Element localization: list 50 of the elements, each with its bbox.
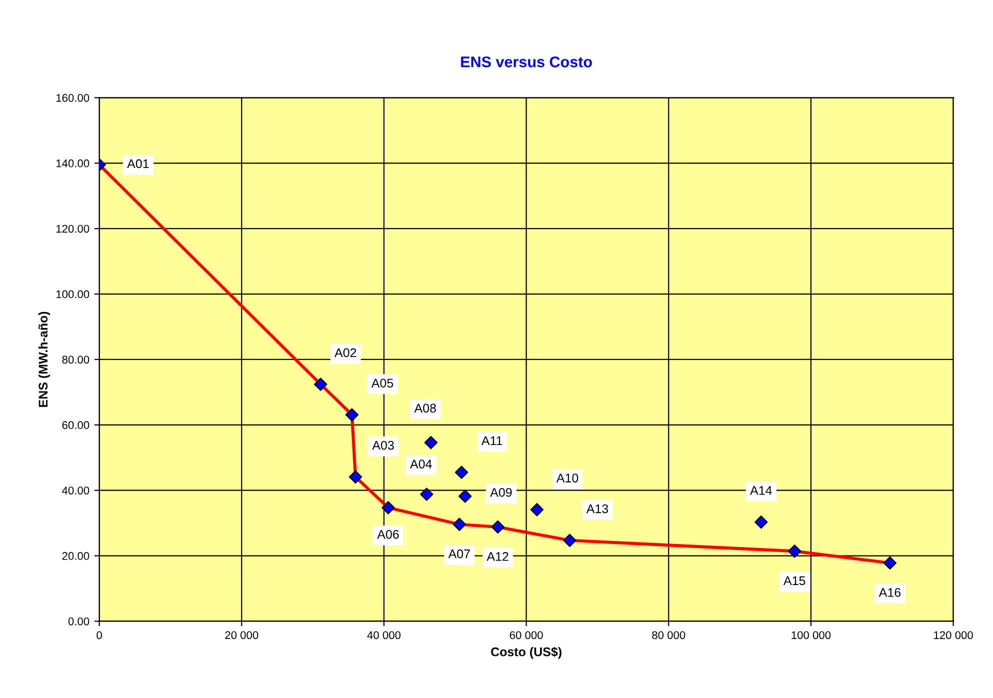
y-tick-label: 60.00 bbox=[62, 421, 90, 430]
point bbox=[314, 378, 328, 391]
point bbox=[424, 436, 438, 450]
point bbox=[754, 515, 768, 529]
point bbox=[348, 470, 362, 484]
x-tick-label: 20 000 bbox=[225, 631, 258, 640]
point bbox=[788, 544, 802, 558]
x-tick-label: 0 bbox=[96, 631, 102, 640]
data-label: A04 bbox=[410, 460, 432, 468]
y-tick-label: 100.00 bbox=[56, 290, 90, 298]
point bbox=[454, 466, 468, 479]
y-tick-label: 20.00 bbox=[62, 552, 90, 560]
data-label: A16 bbox=[878, 588, 901, 597]
data-label: A10 bbox=[556, 474, 578, 482]
point bbox=[491, 520, 504, 534]
data-label: A13 bbox=[586, 504, 608, 514]
data-label: A03 bbox=[372, 440, 394, 450]
point bbox=[452, 518, 466, 531]
data-label: A05 bbox=[371, 378, 394, 388]
point bbox=[563, 534, 576, 548]
point bbox=[382, 501, 395, 514]
data-label: A07 bbox=[448, 549, 470, 558]
y-tick-label: 140.00 bbox=[56, 159, 90, 168]
data-label: A15 bbox=[783, 576, 806, 586]
point bbox=[420, 488, 434, 501]
data-label: A08 bbox=[414, 404, 436, 413]
point bbox=[345, 408, 359, 422]
x-tick-label: 80 000 bbox=[652, 631, 686, 640]
chart-title: ENS versus Costo bbox=[461, 56, 592, 68]
x-axis-title: Costo (US$) bbox=[491, 646, 562, 659]
data-label: A11 bbox=[481, 436, 502, 446]
point bbox=[883, 556, 897, 570]
data-label: A01 bbox=[127, 159, 149, 168]
y-tick-label: 120.00 bbox=[56, 224, 90, 233]
data-label: A02 bbox=[334, 348, 356, 358]
y-tick-label: 160.00 bbox=[56, 94, 90, 102]
x-tick-label: 40 000 bbox=[367, 631, 401, 640]
data-label: A09 bbox=[490, 488, 512, 497]
x-tick-label: 120 000 bbox=[934, 631, 973, 640]
point bbox=[530, 503, 544, 516]
y-axis-title: ENS (MW.h-año) bbox=[38, 312, 50, 407]
point bbox=[458, 490, 472, 503]
y-tick-label: 0.00 bbox=[68, 617, 90, 626]
data-label: A14 bbox=[750, 486, 772, 495]
y-tick-label: 40.00 bbox=[62, 486, 90, 494]
x-tick-label: 60 000 bbox=[510, 631, 543, 640]
data-label: A12 bbox=[486, 552, 508, 561]
x-tick-label: 100 000 bbox=[792, 631, 831, 640]
y-tick-label: 80.00 bbox=[62, 356, 90, 364]
data-label: A06 bbox=[377, 530, 399, 539]
